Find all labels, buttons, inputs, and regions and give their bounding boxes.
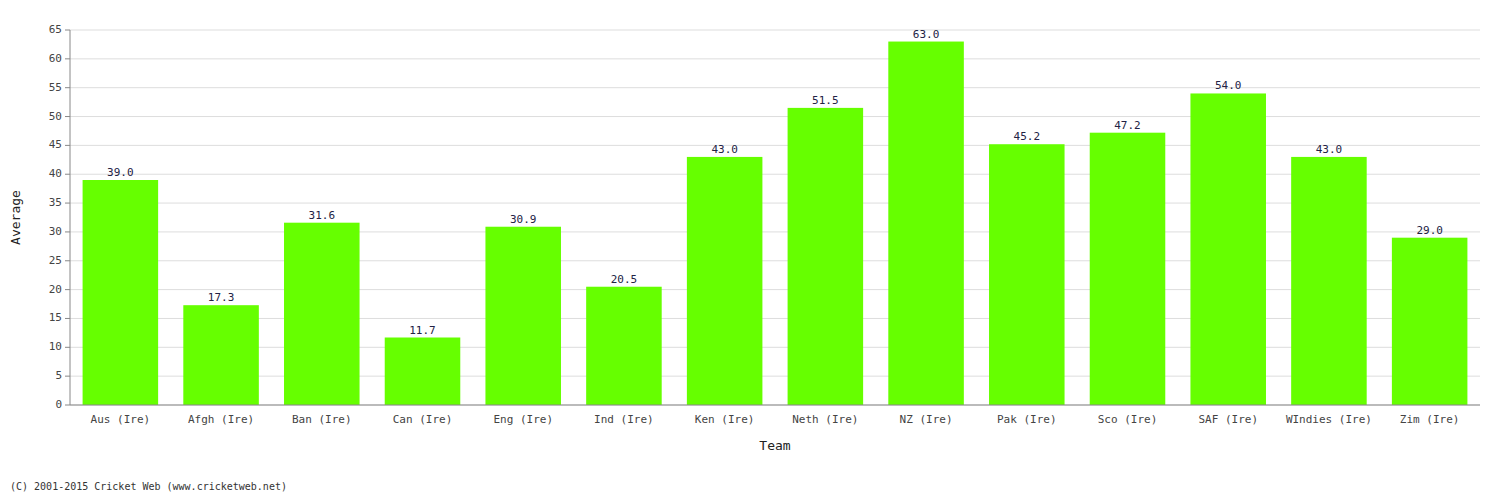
data-labels: 39.0 17.3 31.6 11.7 30.9 20.5 43.0 51.5 63.0 45.2…: [107, 28, 1443, 337]
grid-line: [70, 347, 1480, 348]
y-axis: 0 5 10 15 20 25 30 35 40 45 50 55 60 65: [49, 23, 70, 411]
x-tick-label: Zim (Ire): [1400, 413, 1460, 426]
y-axis-line: [70, 30, 71, 405]
x-tick-label: Ind (Ire): [594, 413, 654, 426]
bar: [485, 227, 561, 405]
x-tick-label: Ken (Ire): [695, 413, 755, 426]
grid-line: [70, 405, 1480, 406]
y-tick: [65, 289, 70, 290]
x-tick-label: Pak (Ire): [997, 413, 1057, 426]
bar: [1190, 93, 1266, 405]
y-tick: [65, 260, 70, 261]
y-grid: [70, 30, 1480, 405]
bar: [1090, 133, 1166, 405]
x-tick-label: Eng (Ire): [493, 413, 553, 426]
data-label: 63.0: [913, 28, 940, 41]
x-axis: Aus (Ire) Afgh (Ire) Ban (Ire) Can (Ire) Eng…: [91, 413, 1460, 426]
data-label: 30.9: [510, 213, 537, 226]
y-tick: [65, 87, 70, 88]
bar: [888, 42, 964, 405]
data-label: 43.0: [1316, 143, 1343, 156]
y-axis-title: Average: [8, 190, 23, 245]
x-tick-label: WIndies (Ire): [1286, 413, 1372, 426]
y-tick-label: 15: [49, 311, 62, 324]
grid-line: [70, 231, 1480, 232]
y-tick-label: 5: [55, 369, 62, 382]
y-tick: [65, 405, 70, 406]
chart: 0 5 10 15 20 25 30 35 40 45 50 55 60 65 39.0 17.3 31.6 11…: [0, 0, 1500, 500]
bar: [586, 287, 662, 405]
grid-line: [70, 30, 1480, 31]
bar: [687, 157, 763, 405]
data-label: 47.2: [1114, 119, 1141, 132]
y-tick-label: 25: [49, 254, 62, 267]
grid-line: [70, 174, 1480, 175]
y-tick: [65, 116, 70, 117]
grid-line: [70, 116, 1480, 117]
grid-line: [70, 318, 1480, 319]
y-tick: [65, 347, 70, 348]
x-tick-label: Can (Ire): [393, 413, 453, 426]
grid-line: [70, 87, 1480, 88]
x-tick-label: Neth (Ire): [792, 413, 858, 426]
y-tick-label: 40: [49, 167, 62, 180]
y-tick: [65, 174, 70, 175]
x-tick-label: NZ (Ire): [900, 413, 953, 426]
y-tick-label: 30: [49, 225, 62, 238]
y-tick-label: 55: [49, 81, 62, 94]
y-tick-label: 0: [55, 398, 62, 411]
y-tick-label: 20: [49, 283, 62, 296]
data-label: 43.0: [711, 143, 738, 156]
grid-line: [70, 376, 1480, 377]
data-label: 31.6: [309, 209, 336, 222]
grid-line: [70, 58, 1480, 59]
bar: [284, 223, 360, 405]
bar: [1392, 238, 1468, 405]
data-label: 51.5: [812, 94, 839, 107]
grid-line: [70, 203, 1480, 204]
y-tick-label: 60: [49, 52, 62, 65]
grid-line: [70, 260, 1480, 261]
grid-line: [70, 145, 1480, 146]
bar: [83, 180, 159, 405]
data-label: 11.7: [409, 324, 436, 337]
y-tick-label: 10: [49, 340, 62, 353]
bar: [989, 144, 1065, 405]
data-label: 29.0: [1416, 224, 1443, 237]
bar: [1291, 157, 1367, 405]
y-tick: [65, 203, 70, 204]
x-tick-label: Ban (Ire): [292, 413, 352, 426]
data-label: 45.2: [1014, 130, 1041, 143]
y-tick: [65, 145, 70, 146]
bar: [385, 338, 461, 406]
bar: [788, 108, 864, 405]
y-tick: [65, 231, 70, 232]
y-tick: [65, 318, 70, 319]
bars: [83, 42, 1468, 405]
y-tick-label: 50: [49, 110, 62, 123]
data-label: 54.0: [1215, 79, 1242, 92]
y-tick-label: 45: [49, 138, 62, 151]
data-label: 20.5: [611, 273, 638, 286]
page: {"chart_data": {"type": "bar", "xlabel":…: [0, 0, 1500, 500]
bar: [183, 305, 259, 405]
x-tick-label: SAF (Ire): [1198, 413, 1258, 426]
y-tick: [65, 30, 70, 31]
grid-line: [70, 289, 1480, 290]
y-tick: [65, 376, 70, 377]
x-tick-label: Aus (Ire): [91, 413, 151, 426]
data-label: 17.3: [208, 291, 235, 304]
x-tick-label: Sco (Ire): [1098, 413, 1158, 426]
data-label: 39.0: [107, 166, 134, 179]
x-axis-title: Team: [759, 438, 790, 453]
y-tick-label: 65: [49, 23, 62, 36]
x-axis-line: [70, 405, 1480, 406]
y-tick: [65, 58, 70, 59]
footnote: (C) 2001-2015 Cricket Web (www.cricketwe…: [10, 481, 287, 492]
y-tick-label: 35: [49, 196, 62, 209]
x-tick-label: Afgh (Ire): [188, 413, 254, 426]
